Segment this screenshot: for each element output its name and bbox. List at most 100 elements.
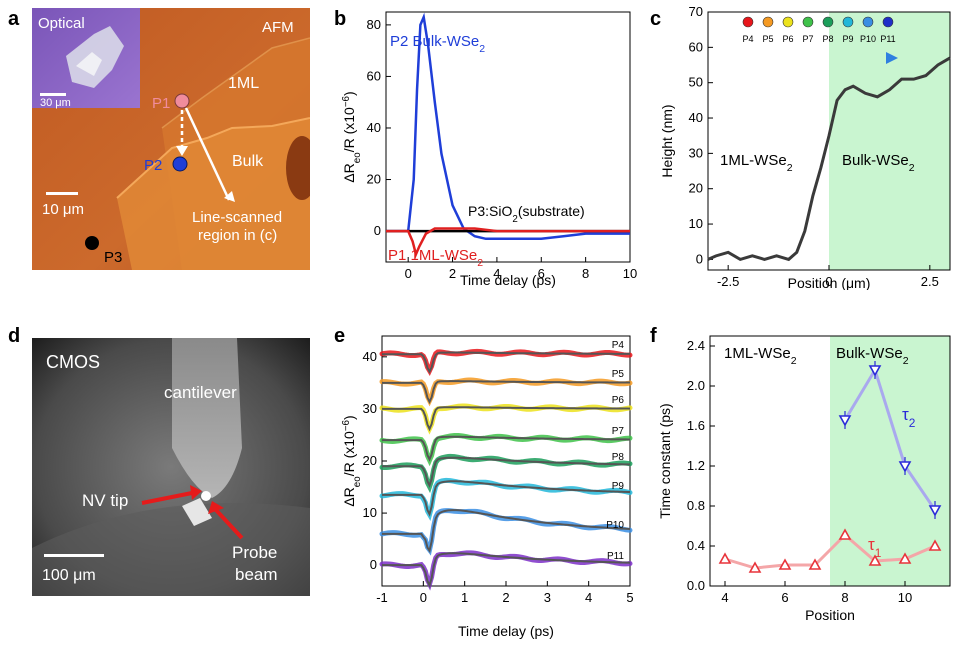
c-marker-label-p4: P4 [742,34,753,44]
cmos-scale-bar [44,554,104,557]
f-ytick-label-0: 0.0 [687,578,705,593]
e-ylabel: ΔReo/R (x10−6) [341,415,363,506]
e-trace-label-p4: P4 [612,340,625,351]
cmos-scale-label: 100 μm [42,567,96,584]
c-marker-p10 [862,16,874,28]
p2-label: P2 [144,157,162,174]
e-xtick-label-2: 1 [461,590,468,605]
afm-scale-label: 10 μm [42,201,84,218]
c-marker-label-p11: P11 [880,34,895,44]
chart-b-svg: 0 2 4 6 8 10 0 20 40 60 80 Time delay (ps) ΔReo/R (x… [341,11,637,288]
e-fit-p6 [382,406,631,432]
probe-beam-arrowhead [208,501,224,514]
f-tau2-point-1 [868,365,882,377]
c-marker-label-p5: P5 [762,34,773,44]
f-bulk-shade [830,336,950,586]
dashed-arrowhead [176,146,188,156]
cmos-image: CMOS cantilever NV tip Probe beam 100 μm [32,338,310,596]
c-ytick-label-0: 0 [696,251,703,266]
chart-f-svg: 4 6 8 10 0.0 0.4 0.8 1.2 1.6 2.0 2.4 τ2 τ1 1ML-WSe2 Bu… [657,335,951,623]
optical-scale-bar [40,93,66,96]
f-tau2-point-0 [838,415,852,427]
probe-beam-arrow [214,508,244,540]
panel-label-c: c [650,8,662,30]
cmos-panel: CMOS cantilever NV tip Probe beam 100 μm [32,338,310,596]
e-xtick-label-5: 4 [585,590,592,605]
c-bulk-shade [829,12,950,270]
afm-scale-bar [46,192,78,195]
f-xtick-label-1: 6 [781,590,788,605]
panel-label-a: a [8,8,20,30]
b-series-0 [386,12,630,241]
chart-c: -2.5 0 2.5 0 10 20 30 40 50 60 70 P4 P5 P6 P7 P8 P9 P10 P1… [652,4,966,291]
cantilever-tip-face [182,498,212,526]
f-tau1-point-0 [718,552,732,564]
b-xtick-label-0: 0 [405,266,412,281]
c-ytick-label-5: 50 [689,75,703,90]
f-tau1-point-4 [838,528,852,540]
e-trace-label-p6: P6 [612,395,625,406]
afm-panel: Optical 30 μm AFM 1ML Bulk P1 P2 P3 10 μ… [32,8,318,270]
c-ytick-label-1: 10 [689,216,703,231]
b-xtick-label-2: 4 [493,266,500,281]
f-tau2-point-3 [928,505,942,517]
b-legend-p1: P1 1ML-WSe2 [388,247,483,269]
f-tau1-point-7 [928,539,942,551]
c-ytick-label-7: 70 [689,4,703,19]
b-ytick-label-4: 80 [367,17,381,32]
b-xtick-label-3: 6 [538,266,545,281]
c-marker-p9 [842,16,854,28]
probe-beam-label-1: Probe [232,543,277,562]
b-ytick-label-1: 20 [367,172,381,187]
c-xlabel: Position (μm) [788,275,871,290]
cantilever-label: cantilever [164,383,237,402]
e-ytick-label-4: 40 [363,349,377,364]
f-tau1-point-1 [748,561,762,573]
f-ytick-label-6: 2.4 [687,338,705,353]
linescan-arrow [184,107,231,201]
f-tau1-point-2 [778,558,792,570]
f-tau1-label: τ1 [868,535,882,560]
optical-scale-label: 30 μm [40,97,71,109]
panel-label-b: b [334,8,347,30]
e-trace-label-p8: P8 [612,452,625,463]
c-ytick-label-2: 20 [689,181,703,196]
c-region-bulk: Bulk-WSe2 [842,152,915,174]
f-tau2-point-2 [898,461,912,473]
c-scan-arrowhead [886,52,898,64]
chart-e-svg: -1 0 1 2 3 4 5 0 10 20 30 40 P4 P5 P6 P7 P8 P9 P10 P11 Time … [341,335,634,639]
f-ytick-label-5: 2.0 [687,378,705,393]
linescan-arrowhead [224,191,235,202]
f-tau1-point-6 [898,552,912,564]
e-fit-p11 [382,552,631,588]
afm-bulk-edge [116,117,311,199]
e-fit-p8 [382,456,631,488]
f-xlabel: Position [805,607,855,623]
e-xtick-label-3: 2 [502,590,509,605]
region-1ml-label: 1ML [228,75,259,92]
optical-tag: Optical [38,15,85,32]
e-trace-label-p10: P10 [606,520,624,531]
e-ytick-label-2: 20 [363,453,377,468]
p1-marker [174,93,190,109]
c-marker-p6 [782,16,794,28]
c-ylabel: Height (nm) [659,104,675,177]
p3-marker [85,236,99,250]
f-tau2-label: τ2 [902,405,916,430]
afm-bulk-region [117,118,310,270]
b-xtick-label-1: 2 [449,266,456,281]
b-ylabel: ΔReo/R (x10−6) [341,91,363,182]
b-series-2 [386,227,630,259]
chart-c-svg: -2.5 0 2.5 0 10 20 30 40 50 60 70 P4 P5 P6 P7 P8 P9 P10 P1… [659,4,951,291]
e-ytick-label-3: 30 [363,401,377,416]
b-xtick-label-5: 10 [623,266,637,281]
panel-label-d: d [8,325,21,347]
linescan-label-2: region in (c) [198,227,277,244]
c-region-1ml: 1ML-WSe2 [720,152,793,174]
nv-tip-arrow [141,491,193,505]
c-marker-label-p10: P10 [860,34,876,44]
f-tau1-point-3 [808,558,822,570]
f-xtick-label-3: 10 [898,590,912,605]
c-xtick-label-2: 2.5 [921,274,939,289]
chart-e: -1 0 1 2 3 4 5 0 10 20 30 40 P4 P5 P6 P7 P8 P9 P10 P11 Time … [334,330,644,643]
